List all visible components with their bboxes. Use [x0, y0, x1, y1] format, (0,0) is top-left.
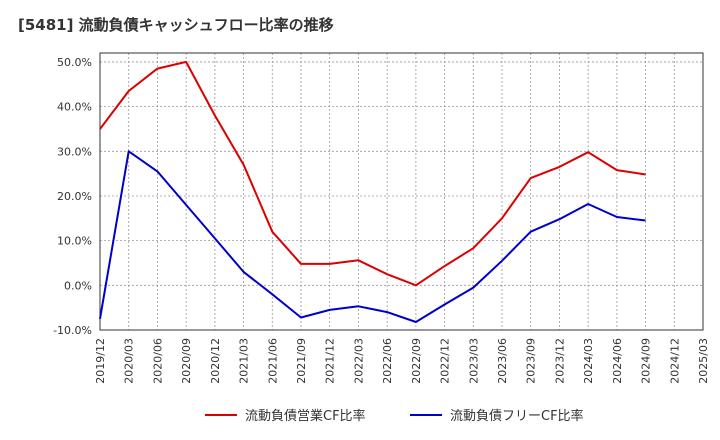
- x-tick-label: 2019/12: [94, 338, 107, 384]
- x-tick-label: 2020/12: [209, 338, 222, 384]
- x-tick-label: 2021/09: [295, 338, 308, 384]
- x-tick-label: 2023/06: [496, 338, 509, 384]
- y-tick-label: 0.0%: [64, 279, 92, 292]
- y-tick-label: -10.0%: [53, 324, 92, 337]
- legend-label-1: 流動負債営業CF比率: [245, 408, 366, 424]
- y-tick-label: 50.0%: [57, 56, 92, 69]
- x-tick-label: 2024/12: [668, 338, 681, 384]
- x-tick-label: 2024/09: [640, 338, 653, 384]
- chart-title: [5481] 流動負債キャッシュフロー比率の推移: [18, 16, 334, 34]
- x-tick-label: 2021/03: [238, 338, 251, 384]
- y-tick-label: 40.0%: [57, 101, 92, 114]
- legend-label-2: 流動負債フリーCF比率: [450, 408, 584, 424]
- x-tick-label: 2024/06: [611, 338, 624, 384]
- x-tick-label: 2023/03: [467, 338, 480, 384]
- x-tick-label: 2022/12: [439, 338, 452, 384]
- y-tick-label: 30.0%: [57, 145, 92, 158]
- x-tick-label: 2020/03: [123, 338, 136, 384]
- y-tick-label: 20.0%: [57, 190, 92, 203]
- x-tick-label: 2021/12: [324, 338, 337, 384]
- plot-area: [100, 53, 703, 330]
- y-tick-label: 10.0%: [57, 235, 92, 248]
- x-tick-label: 2023/12: [553, 338, 566, 384]
- x-tick-label: 2025/03: [697, 338, 710, 384]
- x-tick-label: 2022/09: [410, 338, 423, 384]
- x-tick-label: 2024/03: [582, 338, 595, 384]
- x-tick-label: 2020/09: [180, 338, 193, 384]
- x-tick-label: 2021/06: [266, 338, 279, 384]
- series-line-2: [99, 150, 646, 323]
- series-line-1: [99, 60, 646, 287]
- plot-frame: [99, 52, 704, 331]
- x-tick-label: 2023/09: [525, 338, 538, 384]
- x-tick-label: 2022/06: [381, 338, 394, 384]
- x-tick-label: 2020/06: [151, 338, 164, 384]
- x-tick-label: 2022/03: [352, 338, 365, 384]
